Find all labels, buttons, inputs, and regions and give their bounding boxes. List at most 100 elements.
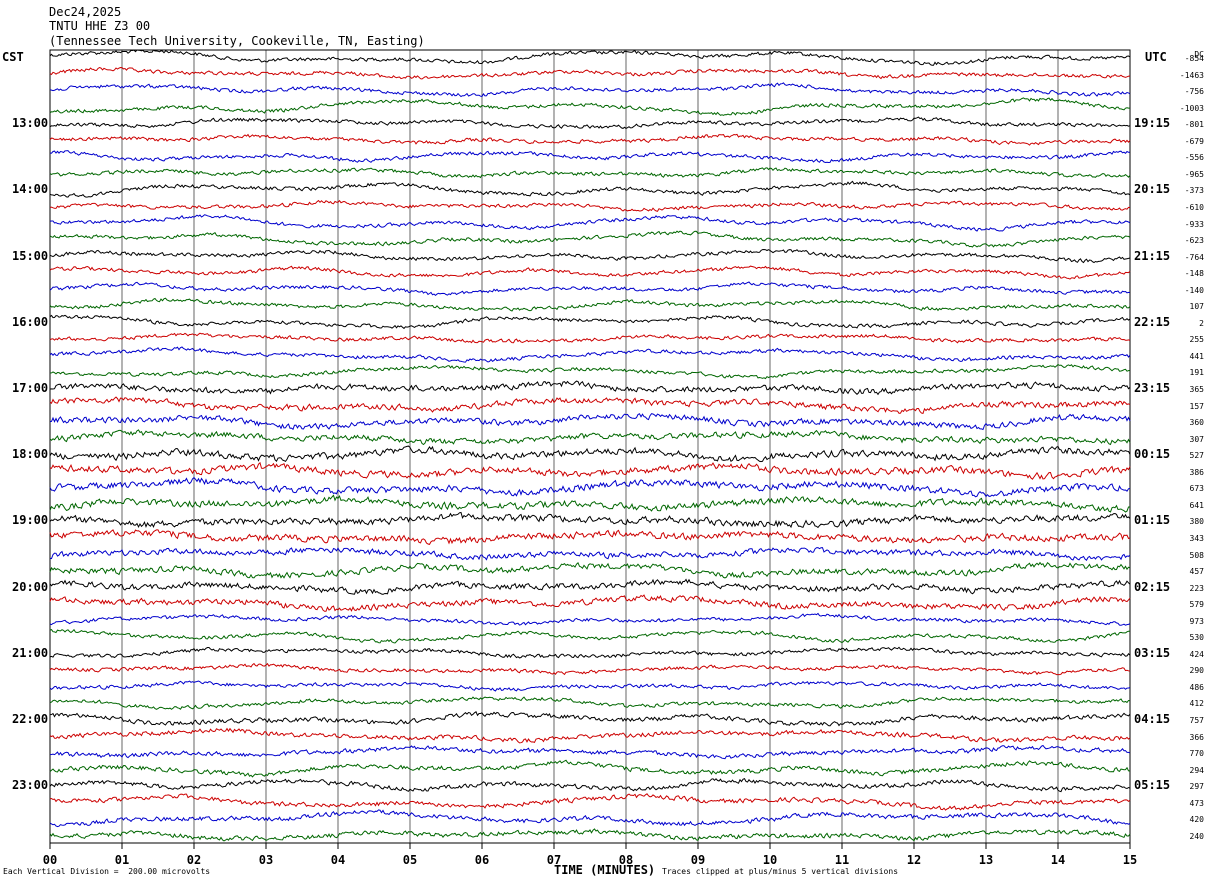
left-hour-label: 18:00	[12, 447, 49, 462]
left-hour-label: 19:00	[12, 513, 49, 528]
seismic-trace	[49, 461, 1131, 480]
trace-dc-offset: 2	[1199, 318, 1204, 328]
trace-dc-offset: 255	[1189, 335, 1204, 345]
left-hour-label: 16:00	[12, 314, 49, 329]
trace-dc-offset: -801	[1184, 120, 1204, 130]
trace-dc-offset: 365	[1189, 385, 1204, 394]
header-location: (Tennessee Tech University, Cookeville, …	[49, 34, 425, 48]
seismic-trace	[49, 214, 1131, 232]
seismic-trace	[49, 167, 1131, 179]
left-hour-label: 14:00	[12, 182, 49, 197]
seismic-trace	[49, 230, 1131, 248]
right-hour-label: 00:15	[1134, 447, 1171, 462]
right-hour-label: 22:15	[1134, 314, 1171, 329]
x-tick-label: 04	[330, 853, 346, 867]
seismic-trace	[49, 429, 1131, 446]
x-tick-label: 14	[1050, 853, 1066, 867]
trace-dc-offset: -556	[1184, 153, 1204, 163]
seismic-trace	[49, 646, 1131, 659]
trace-dc-offset: 473	[1189, 798, 1204, 808]
seismic-trace	[49, 332, 1131, 344]
seismic-trace	[49, 314, 1131, 330]
right-hour-label: 05:15	[1134, 778, 1171, 793]
seismic-trace	[49, 494, 1130, 513]
x-tick-label: 02	[186, 853, 202, 867]
header-date: Dec24,2025	[49, 5, 122, 19]
trace-dc-offset: -933	[1184, 219, 1204, 229]
trace-dc-offset: -140	[1184, 285, 1204, 295]
left-hour-label: 20:00	[12, 579, 49, 594]
trace-dc-offset: -610	[1184, 202, 1204, 212]
right-hour-label: 21:15	[1134, 248, 1171, 263]
seismic-trace	[49, 680, 1131, 692]
seismic-trace	[49, 828, 1131, 842]
trace-dc-offset: -148	[1184, 269, 1204, 279]
x-tick-label: 05	[402, 853, 418, 867]
trace-dc-offset: 973	[1189, 616, 1204, 626]
plot-frame	[49, 49, 1131, 844]
seismic-trace	[49, 529, 1131, 545]
x-tick-label: 15	[1122, 853, 1138, 867]
trace-dc-offset: 579	[1189, 600, 1204, 610]
seismic-trace	[49, 413, 1131, 431]
right-hour-label: 04:15	[1134, 712, 1171, 726]
seismic-trace	[49, 116, 1131, 129]
seismic-trace	[49, 97, 1130, 116]
seismic-trace	[49, 594, 1131, 612]
clip-note: Traces clipped at plus/minus 5 vertical …	[662, 867, 899, 876]
left-hour-label: 21:00	[12, 645, 49, 660]
right-hour-label: 03:15	[1134, 645, 1171, 660]
left-hour-label: 23:00	[12, 778, 49, 793]
right-hour-label: 23:15	[1134, 381, 1171, 395]
seismic-trace	[49, 363, 1131, 380]
trace-dc-offset: -373	[1184, 186, 1204, 196]
x-tick-label: 10	[762, 853, 778, 867]
left-timezone-label: CST	[2, 50, 24, 64]
x-tick-label: 00	[42, 853, 58, 867]
trace-dc-offset: 294	[1189, 765, 1204, 775]
seismic-trace	[49, 180, 1131, 198]
x-tick-label: 13	[978, 853, 994, 867]
seismic-trace	[49, 199, 1131, 212]
seismic-trace	[49, 476, 1131, 498]
trace-dc-offset: 457	[1189, 567, 1204, 577]
seismic-trace	[49, 66, 1131, 80]
trace-dc-offset: 297	[1189, 782, 1204, 792]
left-hour-label: 22:00	[12, 712, 49, 726]
seismic-trace	[49, 612, 1131, 626]
seismic-trace	[49, 82, 1131, 98]
dc-column-label: DC	[1194, 50, 1204, 59]
trace-dc-offset: 191	[1189, 368, 1204, 378]
trace-dc-offset: 307	[1189, 434, 1204, 444]
trace-dc-offset: 107	[1189, 302, 1204, 312]
left-hour-label: 17:00	[12, 381, 49, 395]
trace-dc-offset: 424	[1189, 649, 1204, 659]
seismic-trace	[49, 744, 1131, 760]
seismic-trace	[49, 711, 1131, 727]
x-tick-label: 08	[618, 853, 634, 867]
trace-dc-offset: 641	[1189, 500, 1204, 510]
left-hour-label: 15:00	[12, 248, 49, 263]
trace-dc-offset: 343	[1189, 533, 1204, 543]
seismic-trace	[49, 265, 1131, 280]
trace-dc-offset: -756	[1184, 87, 1204, 97]
trace-dc-offset: 420	[1189, 815, 1204, 825]
x-tick-label: 01	[114, 853, 130, 867]
trace-dc-offset: 360	[1189, 418, 1204, 428]
trace-dc-offset: 441	[1189, 351, 1204, 361]
seismic-trace	[49, 777, 1131, 793]
trace-dc-offset: 770	[1189, 749, 1204, 759]
trace-dc-offset: 223	[1189, 583, 1204, 593]
seismic-trace	[49, 547, 1131, 561]
trace-dc-offset: 757	[1189, 716, 1204, 725]
seismic-trace	[49, 793, 1131, 811]
seismic-trace	[49, 628, 1131, 644]
seismic-trace	[49, 248, 1131, 264]
trace-dc-offset: 673	[1189, 484, 1204, 494]
header-station: TNTU HHE Z3 00	[49, 19, 151, 33]
trace-dc-offset: 240	[1189, 831, 1204, 841]
trace-dc-offset: 380	[1189, 517, 1204, 527]
seismic-trace	[49, 561, 1131, 579]
seismic-trace	[49, 150, 1131, 164]
right-timezone-label: UTC	[1145, 50, 1167, 64]
